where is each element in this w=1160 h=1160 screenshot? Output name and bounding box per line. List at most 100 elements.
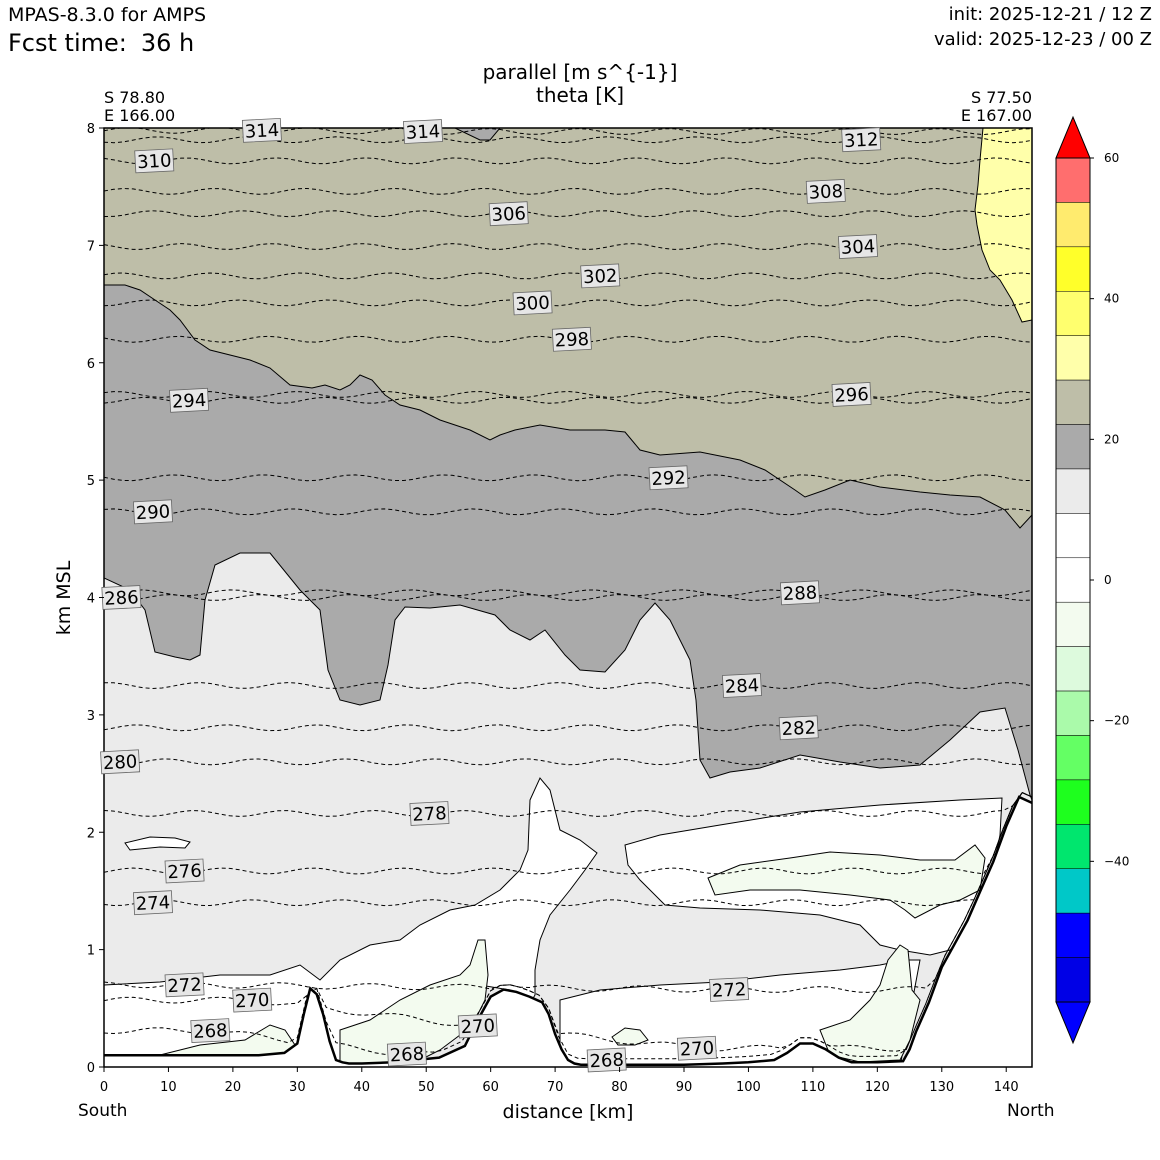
theta-contour-280 — [104, 758, 1032, 766]
colorbar-segment — [1055, 202, 1091, 248]
colorbar-tick-label: 60 — [1104, 151, 1119, 165]
theta-label-text: 286 — [104, 587, 139, 610]
theta-label-box — [169, 387, 210, 413]
theta-label: 272 — [164, 972, 205, 998]
theta-label-box — [101, 585, 142, 610]
direction-north: North — [1007, 1101, 1055, 1121]
colorbar-segment — [1055, 157, 1091, 203]
terrain-outline — [104, 795, 1033, 1066]
theta-label-text: 312 — [844, 129, 879, 152]
colorbar-segment — [1055, 246, 1091, 292]
chart-title-wind: parallel [m s^{-1}] — [482, 60, 678, 84]
colorbar-extend-max — [1055, 115, 1091, 159]
y-tick-label: 3 — [87, 709, 95, 724]
theta-label-text: 298 — [554, 329, 589, 352]
theta-label-box — [134, 148, 175, 174]
theta-contour-290 — [104, 508, 1032, 516]
x-tick-label: 140 — [994, 1080, 1019, 1095]
theta-label: 272 — [709, 977, 750, 1002]
theta-label-text: 278 — [412, 803, 447, 826]
colorbar-segment — [1055, 557, 1091, 603]
theta-label-box — [403, 119, 443, 144]
colorbar-segment — [1055, 291, 1091, 336]
theta-label: 288 — [780, 580, 820, 606]
colorbar-segment — [1055, 735, 1091, 781]
x-tick-label: 100 — [736, 1080, 761, 1095]
theta-label: 276 — [164, 858, 205, 884]
theta-label-box — [831, 382, 872, 407]
y-tick-label: 8 — [87, 122, 95, 137]
y-axis: 0 1 2 3 4 5 6 7 8 — [87, 122, 104, 1076]
colorbar-segment — [1055, 912, 1091, 958]
colorbar-segment — [1055, 468, 1091, 514]
theta-contour-300 — [104, 299, 1032, 307]
theta-label-box — [133, 499, 173, 525]
left-endpoint: S 78.80 E 166.00 — [104, 89, 175, 125]
theta-label-text: 270 — [679, 1038, 714, 1061]
theta-label: 290 — [133, 499, 173, 525]
theta-label-text: 294 — [171, 390, 206, 413]
theta-label-box — [232, 987, 273, 1013]
theta-contour-302 — [104, 272, 1032, 280]
theta-label-box — [676, 1035, 717, 1061]
theta-label-text: 314 — [244, 120, 279, 143]
wind-fill-neg5-0-a — [707, 844, 986, 919]
theta-label: 310 — [134, 148, 175, 174]
theta-contour-292 — [104, 474, 1032, 482]
colorbar: 60 40 20 0 −20 −40 — [1055, 115, 1129, 1045]
theta-label-box — [164, 972, 205, 998]
theta-label-text: 300 — [515, 293, 550, 316]
y-tick-label: 1 — [87, 944, 95, 959]
colorbar-tick-label: 40 — [1104, 292, 1119, 306]
theta-label: 292 — [648, 465, 689, 491]
x-axis-label: distance [km] — [503, 1101, 634, 1123]
colorbar-segment — [1055, 513, 1091, 559]
theta-contour-272 — [104, 791, 1032, 993]
theta-contour-308 — [104, 187, 1032, 195]
theta-label-text: 270 — [235, 990, 270, 1013]
theta-label-text: 288 — [782, 582, 817, 605]
theta-label: 268 — [190, 1018, 231, 1044]
theta-label-text: 308 — [808, 181, 843, 204]
valid-time: valid: 2025-12-23 / 00 Z — [934, 29, 1152, 50]
theta-label-text: 272 — [711, 979, 746, 1002]
colorbar-segment — [1055, 601, 1091, 647]
theta-label-box — [580, 263, 621, 289]
theta-label-text: 284 — [724, 675, 759, 698]
colorbar-segment — [1055, 335, 1091, 381]
x-tick-label: 30 — [289, 1080, 306, 1095]
theta-contour-310 — [104, 157, 1032, 165]
theta-label: 314 — [241, 117, 282, 143]
theta-label: 286 — [101, 585, 142, 610]
x-tick-label: 120 — [865, 1080, 890, 1095]
theta-contour-296 — [104, 390, 1032, 398]
x-tick-label: 50 — [418, 1080, 435, 1095]
direction-south: South — [78, 1101, 128, 1121]
left-endpoint-lat: S 78.80 — [104, 88, 166, 107]
left-endpoint-lon: E 166.00 — [104, 106, 176, 125]
right-endpoint: S 77.50 E 167.00 — [961, 89, 1032, 125]
x-tick-label: 0 — [100, 1080, 108, 1095]
theta-label-box — [457, 1013, 498, 1039]
colorbar-segment — [1055, 646, 1091, 692]
theta-label: 300 — [512, 290, 553, 316]
theta-label-box — [841, 127, 882, 153]
theta-label-text: 302 — [583, 266, 618, 289]
theta-label-box — [778, 715, 819, 741]
init-time: init: 2025-12-21 / 12 Z — [948, 4, 1152, 25]
y-tick-label: 7 — [87, 239, 95, 254]
theta-label: 308 — [805, 178, 846, 204]
theta-label-text: 310 — [137, 150, 172, 173]
theta-label: 280 — [100, 749, 141, 775]
theta-label-box — [805, 178, 846, 204]
forecast-time: Fcst time: 36 h — [8, 29, 194, 57]
forecast-time-label: Fcst time: — [8, 29, 127, 57]
colorbar-segment — [1055, 868, 1091, 914]
x-tick-label: 20 — [225, 1080, 242, 1095]
theta-label-box — [722, 673, 762, 698]
colorbar-tick-label: −40 — [1104, 854, 1129, 868]
colorbar-segment — [1055, 424, 1091, 470]
x-tick-label: 40 — [354, 1080, 371, 1095]
colorbar-tick-label: −20 — [1104, 714, 1129, 728]
